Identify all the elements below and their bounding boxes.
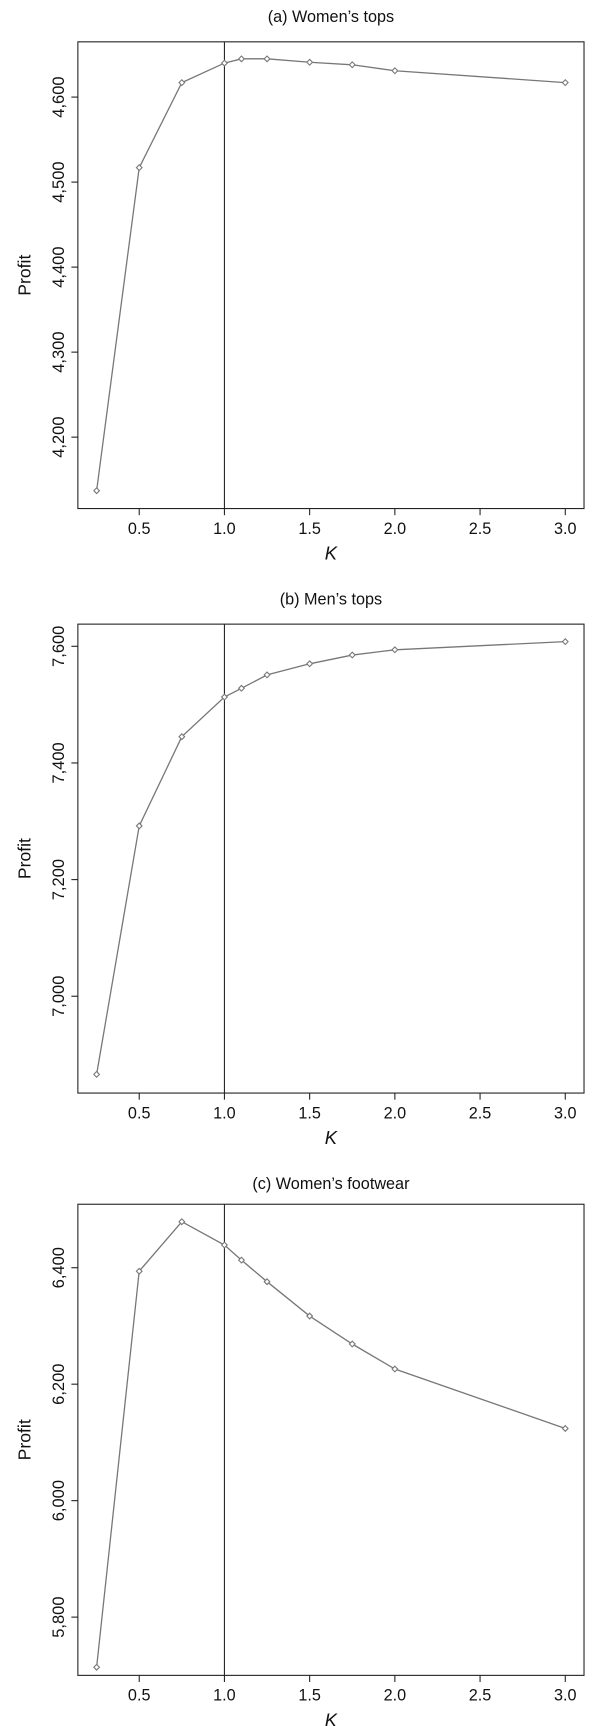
x-tick-label: 2.5	[469, 1687, 492, 1705]
data-point	[178, 733, 186, 741]
data-point	[220, 693, 229, 701]
x-tick-label: 1.5	[298, 1687, 321, 1705]
x-tick-label: 2.0	[384, 520, 407, 538]
x-tick-label: 1.5	[298, 520, 321, 538]
x-tick-label: 1.0	[213, 520, 236, 538]
data-point	[178, 1218, 186, 1226]
chart-title: (b) Men’s tops	[280, 590, 382, 608]
x-tick-label: 2.0	[384, 1687, 407, 1705]
data-point	[561, 637, 569, 646]
data-point	[348, 61, 356, 69]
data-point	[306, 58, 314, 66]
y-tick-label: 4,500	[50, 161, 68, 202]
y-tick-label: 4,600	[50, 76, 68, 117]
data-point	[237, 55, 246, 63]
x-axis-label: K	[325, 1709, 339, 1726]
data-point	[263, 1278, 271, 1286]
data-point	[237, 684, 246, 692]
data-point	[561, 78, 569, 87]
x-tick-label: 2.0	[384, 1104, 407, 1122]
plot-frame	[77, 1203, 585, 1676]
x-tick-label: 1.0	[213, 1104, 236, 1122]
data-point	[93, 1663, 101, 1671]
data-point	[561, 1424, 569, 1433]
plot-frame	[77, 623, 585, 1094]
data-point	[348, 651, 356, 659]
x-axis-label: K	[325, 543, 339, 564]
x-tick-label: 1.0	[213, 1687, 236, 1705]
data-point	[263, 55, 271, 63]
chart-title: (a) Women’s tops	[268, 8, 394, 26]
data-point	[391, 646, 399, 654]
y-tick-label: 6,000	[50, 1480, 68, 1521]
chart-title: (c) Women’s footwear	[252, 1175, 410, 1193]
data-point	[93, 487, 101, 495]
data-point	[263, 671, 271, 679]
data-point	[306, 1312, 314, 1320]
y-tick-label: 5,800	[50, 1596, 68, 1637]
y-axis-label: Profit	[15, 838, 35, 879]
x-tick-label: 1.5	[298, 1104, 321, 1122]
data-point	[220, 59, 229, 67]
x-tick-label: 3.0	[554, 520, 577, 538]
data-point	[237, 1256, 246, 1264]
data-point	[135, 822, 143, 830]
data-point	[391, 1365, 399, 1373]
y-tick-label: 7,200	[50, 859, 68, 900]
y-tick-label: 4,200	[50, 416, 68, 457]
data-line	[95, 58, 566, 491]
y-tick-label: 7,400	[50, 742, 68, 783]
x-tick-label: 3.0	[554, 1687, 577, 1705]
x-tick-label: 0.5	[128, 520, 151, 538]
y-tick-label: 6,200	[50, 1364, 68, 1405]
x-tick-label: 3.0	[554, 1104, 577, 1122]
data-line	[95, 1220, 566, 1668]
data-line	[95, 640, 566, 1075]
y-axis-label: Profit	[15, 1419, 35, 1460]
data-point	[178, 78, 186, 87]
y-tick-label: 4,400	[50, 246, 68, 287]
data-point	[391, 67, 399, 75]
data-point	[306, 660, 314, 668]
data-point	[135, 1267, 143, 1275]
data-point	[220, 1241, 229, 1249]
x-tick-label: 2.5	[469, 520, 492, 538]
x-tick-label: 0.5	[128, 1687, 151, 1705]
y-tick-label: 7,600	[50, 626, 68, 667]
x-axis-label: K	[325, 1127, 339, 1148]
x-tick-label: 2.5	[469, 1104, 492, 1122]
data-point	[93, 1070, 101, 1079]
y-axis-label: Profit	[15, 255, 35, 296]
plot-frame	[77, 41, 585, 510]
y-tick-label: 6,400	[50, 1247, 68, 1288]
x-tick-label: 0.5	[128, 1104, 151, 1122]
data-point	[348, 1340, 356, 1348]
y-tick-label: 7,000	[50, 976, 68, 1017]
y-tick-label: 4,300	[50, 331, 68, 372]
data-point	[135, 164, 143, 172]
